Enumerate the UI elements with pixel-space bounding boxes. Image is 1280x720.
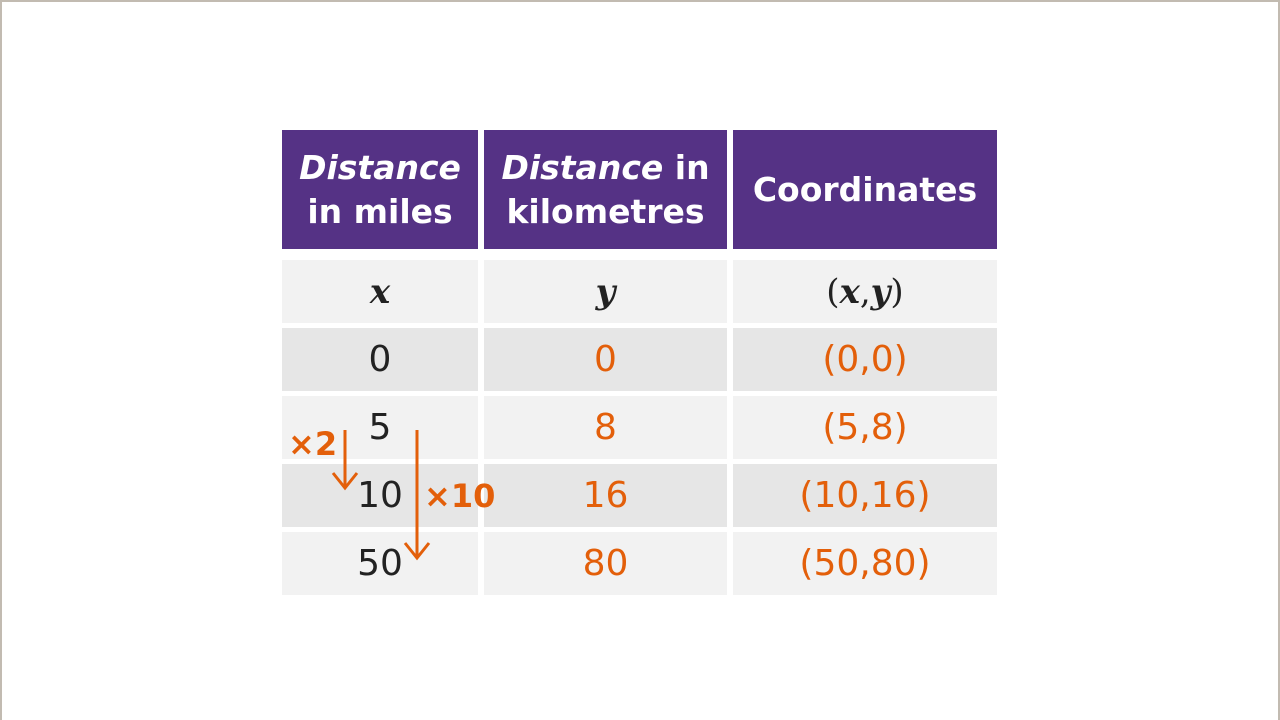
header-coordinates: Coordinates bbox=[733, 130, 997, 249]
cell-value: (0,0) bbox=[822, 339, 908, 380]
header-miles-rest: in miles bbox=[307, 191, 453, 231]
table-row-3-x: 50 bbox=[282, 532, 478, 595]
cell-value: (5,8) bbox=[822, 407, 908, 448]
cell-value: 10 bbox=[357, 475, 403, 516]
header-km-in: in bbox=[663, 147, 710, 187]
header-miles-italic: Distance bbox=[299, 147, 461, 187]
annotation-times-10: ×10 bbox=[424, 477, 496, 515]
cell-value: 80 bbox=[582, 543, 629, 584]
var-y: y bbox=[870, 271, 891, 312]
table-row-3-coord: (50,80) bbox=[733, 532, 997, 595]
table-row-2-x: 10 bbox=[282, 464, 478, 527]
frame-border-left bbox=[0, 0, 2, 720]
cell-value: 16 bbox=[582, 475, 629, 516]
header-distance-kilometres: Distance in kilometres bbox=[484, 130, 727, 249]
variable-xy: (x,y) bbox=[733, 260, 997, 323]
table-row-0-x: 0 bbox=[282, 328, 478, 391]
arrow-down-icon-times-2 bbox=[331, 430, 359, 491]
table-row-2-coord: (10,16) bbox=[733, 464, 997, 527]
variable-x-label: x bbox=[369, 271, 391, 312]
comma: , bbox=[859, 271, 871, 312]
cell-value: 5 bbox=[368, 407, 392, 448]
header-distance-miles: Distance in miles bbox=[282, 130, 478, 249]
variable-y: y bbox=[484, 260, 727, 323]
cell-value: 50 bbox=[357, 543, 403, 584]
var-x: x bbox=[839, 271, 860, 312]
header-coordinates-label: Coordinates bbox=[752, 169, 978, 209]
table-row-1-coord: (5,8) bbox=[733, 396, 997, 459]
variable-x: x bbox=[282, 260, 478, 323]
variable-y-label: y bbox=[595, 271, 616, 312]
cell-value: (50,80) bbox=[799, 543, 931, 584]
table-row-0-y: 0 bbox=[484, 328, 727, 391]
paren-open: ( bbox=[826, 271, 840, 312]
table-row-0-coord: (0,0) bbox=[733, 328, 997, 391]
cell-value: (10,16) bbox=[799, 475, 931, 516]
header-km-rest: kilometres bbox=[506, 191, 705, 231]
paren-close: ) bbox=[890, 271, 904, 312]
header-km-italic: Distance bbox=[501, 147, 664, 187]
cell-value: 8 bbox=[594, 407, 617, 448]
cell-value: 0 bbox=[368, 339, 392, 380]
table-row-2-y: 16 bbox=[484, 464, 727, 527]
annotation-times-2: ×2 bbox=[288, 425, 338, 463]
frame-border-top bbox=[0, 0, 1280, 2]
arrow-down-icon-times-10 bbox=[403, 430, 431, 561]
table-row-1-y: 8 bbox=[484, 396, 727, 459]
frame-border-right bbox=[1278, 0, 1280, 720]
cell-value: 0 bbox=[594, 339, 617, 380]
table-row-1-x: 5 bbox=[282, 396, 478, 459]
table-row-3-y: 80 bbox=[484, 532, 727, 595]
